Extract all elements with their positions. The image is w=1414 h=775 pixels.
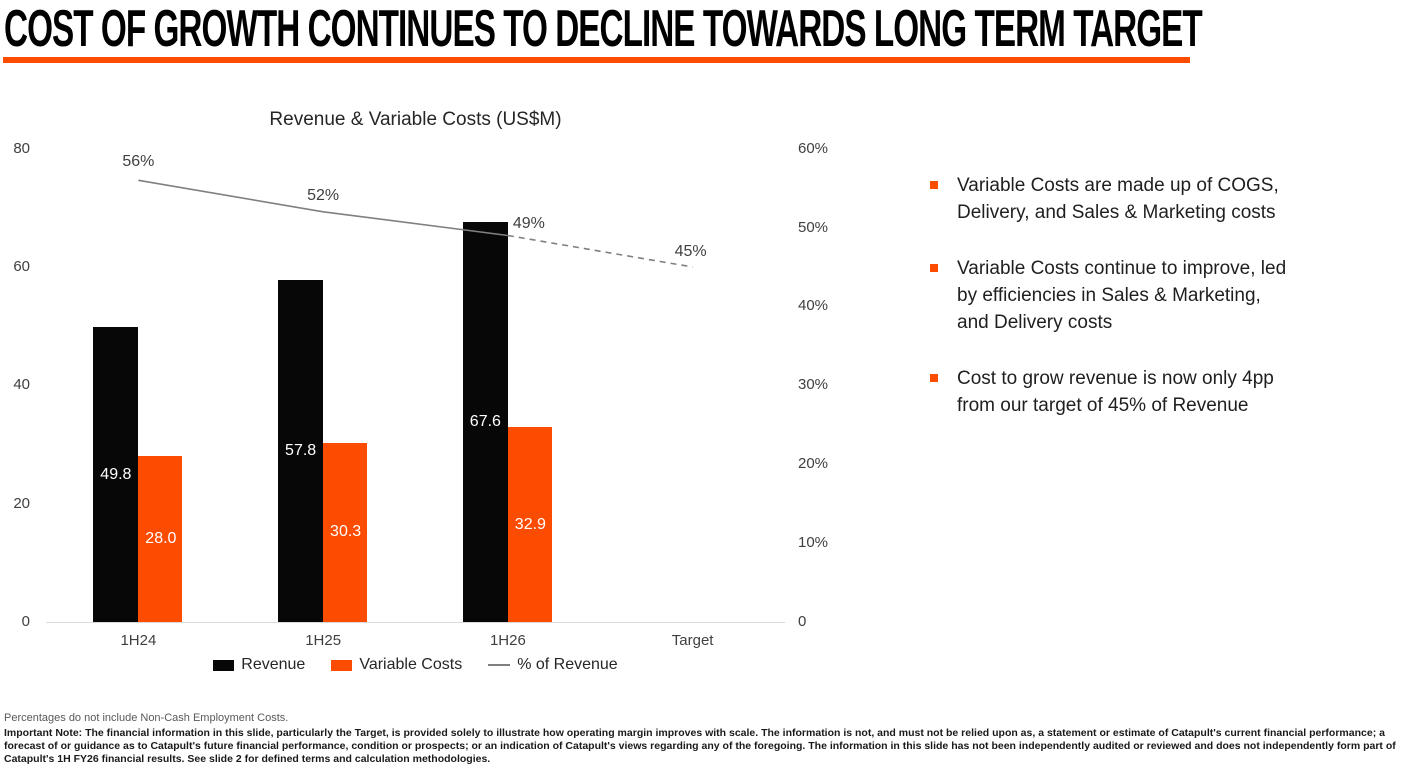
legend-item: Variable Costs xyxy=(331,656,462,674)
revenue-bar xyxy=(93,327,139,622)
right-axis-tick: 30% xyxy=(798,376,829,394)
variable-costs-bar xyxy=(323,442,368,622)
revenue-value-label: 49.8 xyxy=(100,465,132,483)
revenue-value-label: 67.6 xyxy=(469,413,501,431)
left-axis-tick: 40 xyxy=(13,376,30,394)
legend-label: Variable Costs xyxy=(359,656,463,673)
percent-data-label: 49% xyxy=(512,215,545,233)
category-label: Target xyxy=(671,632,714,649)
bullet-text: Variable Costs are made up of COGS, Deli… xyxy=(957,175,1279,223)
bullet-square-icon xyxy=(930,264,938,272)
legend-swatch-icon xyxy=(213,659,235,671)
bullet-item: Cost to grow revenue is now only 4pp fro… xyxy=(930,365,1375,419)
variable-costs-value-label: 30.3 xyxy=(330,523,362,541)
bullet-item: Variable Costs are made up of COGS, Deli… xyxy=(930,172,1375,226)
right-axis-tick: 40% xyxy=(798,297,829,315)
legend-label: Revenue xyxy=(241,656,306,673)
percent-data-label: 52% xyxy=(307,186,340,204)
right-axis-tick: 60% xyxy=(798,139,829,157)
slide-title: COST OF GROWTH CONTINUES TO DECLINE TOWA… xyxy=(4,0,1203,58)
right-axis-tick: 20% xyxy=(798,455,829,473)
percent-data-label: 45% xyxy=(674,243,707,261)
left-axis-tick: 60 xyxy=(13,258,30,276)
revenue-bar xyxy=(462,222,508,622)
bullet-item: Variable Costs continue to improve, led … xyxy=(930,255,1375,336)
left-axis-tick: 0 xyxy=(21,613,30,630)
legend-item: Revenue xyxy=(213,656,305,674)
revenue-bar xyxy=(278,280,324,622)
percent-data-label: 56% xyxy=(122,153,155,171)
revenue-variable-costs-chart: Revenue & Variable Costs (US$M) 80 60 40 20… xyxy=(13,109,829,674)
left-axis-tick: 20 xyxy=(13,494,30,512)
left-axis-tick: 80 xyxy=(13,139,30,157)
right-axis-tick: 50% xyxy=(798,218,829,236)
footnote-percentages: Percentages do not include Non-Cash Empl… xyxy=(4,712,289,724)
bullet-square-icon xyxy=(930,374,938,382)
revenue-value-label: 57.8 xyxy=(285,442,317,460)
right-axis-tick: 10% xyxy=(798,534,829,552)
category-label: 1H26 xyxy=(489,632,526,649)
variable-costs-bar xyxy=(138,456,183,622)
legend-swatch-icon xyxy=(331,659,353,671)
title-underline xyxy=(3,57,1190,63)
legend-item: % of Revenue xyxy=(488,656,618,674)
category-label: 1H25 xyxy=(305,632,342,649)
x-axis-line xyxy=(46,622,785,623)
key-points-list: Variable Costs are made up of COGS, Deli… xyxy=(930,172,1375,448)
category-label: 1H24 xyxy=(120,632,157,649)
bullet-text: Cost to grow revenue is now only 4pp fro… xyxy=(957,368,1274,416)
right-axis-tick: 0 xyxy=(798,613,807,630)
chart-title: Revenue & Variable Costs (US$M) xyxy=(269,109,562,130)
chart-legend: Revenue Variable Costs % of Revenue xyxy=(46,656,785,674)
legend-swatch-icon xyxy=(488,664,511,666)
bullet-text: Variable Costs continue to improve, led … xyxy=(957,258,1287,333)
important-note: Important Note: The financial informatio… xyxy=(4,727,1396,765)
legend-label: % of Revenue xyxy=(517,656,618,673)
variable-costs-bar xyxy=(507,427,552,622)
variable-costs-value-label: 32.9 xyxy=(514,515,546,533)
variable-costs-value-label: 28.0 xyxy=(145,530,177,548)
bullet-square-icon xyxy=(930,181,938,189)
